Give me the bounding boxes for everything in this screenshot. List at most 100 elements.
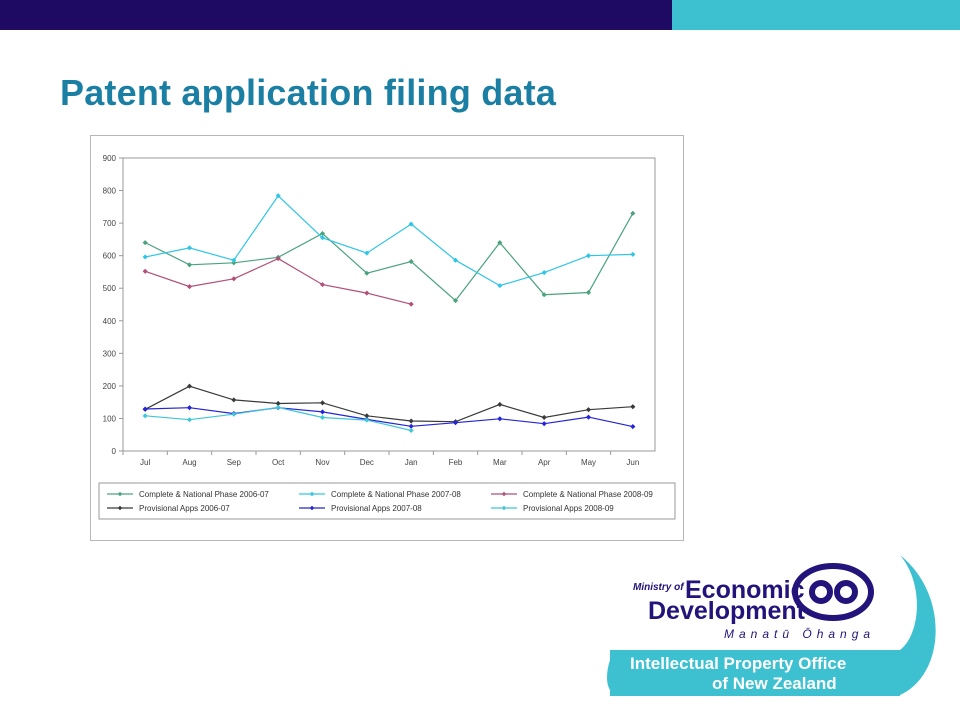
logo-ipo-line2: of New Zealand (712, 674, 837, 693)
legend-marker (309, 505, 315, 511)
logo-ipo-line1: Intellectual Property Office (630, 654, 846, 673)
legend-label: Provisional Apps 2006-07 (139, 504, 230, 513)
series-line-6 (145, 406, 412, 432)
top-bar-navy (0, 0, 672, 30)
y-tick-label: 600 (103, 252, 117, 261)
data-point (231, 276, 237, 282)
legend-label: Complete & National Phase 2006-07 (139, 490, 269, 499)
data-point (142, 268, 148, 274)
data-point (630, 404, 636, 410)
series-line-4 (144, 385, 633, 423)
logo-spiral-icon (792, 563, 874, 621)
data-point (408, 418, 414, 424)
series-line-5 (145, 407, 633, 428)
y-tick-label: 700 (103, 219, 117, 228)
data-point (364, 270, 370, 276)
logo-economic: Economic (685, 576, 805, 604)
data-point (186, 405, 193, 411)
series-line-2 (145, 194, 633, 287)
x-tick-label: Mar (493, 458, 507, 467)
ministry-logo: Ministry of Economic Development Manatū … (607, 555, 936, 696)
data-point (186, 417, 193, 423)
data-point (364, 413, 370, 419)
y-tick-label: 400 (103, 317, 117, 326)
data-point (319, 400, 326, 406)
data-point (186, 262, 193, 268)
data-point (319, 282, 326, 288)
data-point (541, 270, 547, 276)
y-tick-label: 200 (103, 382, 117, 391)
legend-marker (501, 491, 507, 497)
data-point (231, 260, 237, 266)
data-point (275, 404, 281, 410)
data-point (452, 420, 459, 426)
data-point (630, 424, 636, 430)
y-tick-label: 100 (103, 414, 117, 423)
logo-development: Development (648, 597, 806, 625)
y-tick-label: 300 (103, 349, 117, 358)
x-tick-label: Dec (360, 458, 374, 467)
chart-frame: 0 100 200 300 400 500 600 700 800 900 Jul Aug Sep Oct… (90, 135, 684, 541)
data-point (231, 411, 237, 417)
data-point (585, 407, 592, 413)
x-tick-label: Aug (182, 458, 196, 467)
data-point (585, 289, 592, 296)
x-tick-label: Feb (449, 458, 463, 467)
data-point (319, 409, 326, 415)
data-point (319, 414, 326, 421)
logo-ministry-of: Ministry of (633, 582, 685, 593)
data-point (231, 257, 237, 263)
slide-title: Patent application filing data (60, 72, 557, 113)
y-tick-label: 800 (103, 187, 117, 196)
line-chart: 0 100 200 300 400 500 600 700 800 900 Jul Aug Sep Oct… (98, 154, 676, 520)
data-point (585, 414, 592, 420)
data-point (364, 290, 370, 296)
x-tick-label: Sep (227, 458, 242, 467)
data-point (408, 301, 414, 307)
legend-label: Provisional Apps 2007-08 (331, 504, 422, 513)
legend-marker (309, 491, 315, 497)
data-point (497, 401, 503, 407)
data-point (142, 406, 148, 412)
data-point (497, 283, 503, 289)
legend-label: Complete & National Phase 2007-08 (331, 490, 461, 499)
x-tick-label: Jan (405, 458, 418, 467)
x-tick-label: May (581, 458, 596, 467)
data-point (186, 284, 193, 290)
data-point (408, 427, 414, 434)
x-tick-label: Jun (626, 458, 639, 467)
x-tick-label: Apr (538, 458, 551, 467)
data-point (275, 193, 281, 199)
data-point (585, 253, 592, 259)
y-tick-label: 500 (103, 284, 117, 293)
data-point (630, 210, 636, 216)
plot-area (122, 157, 656, 452)
logo-maori-name: Manatū Ōhanga (724, 627, 875, 641)
ipo-band (610, 650, 900, 696)
data-point (186, 383, 193, 389)
x-tick-label: Oct (272, 458, 285, 467)
x-tick-label: Nov (315, 458, 329, 467)
data-point (497, 416, 503, 422)
data-point (275, 400, 281, 407)
data-point (142, 254, 148, 260)
y-tick-label: 900 (103, 154, 117, 163)
data-point (275, 256, 281, 262)
series-line-1 (144, 213, 634, 302)
data-point (142, 413, 148, 419)
x-tick-label: Jul (140, 458, 150, 467)
data-point (630, 251, 636, 257)
data-point (541, 414, 547, 421)
series-line-3 (145, 257, 412, 305)
legend-marker (501, 505, 507, 511)
y-tick-label: 0 (112, 447, 117, 456)
data-point (142, 240, 148, 246)
data-point (408, 423, 414, 429)
data-point (541, 421, 547, 427)
top-bar-teal (672, 0, 960, 30)
data-point (186, 245, 193, 251)
legend-box (98, 482, 676, 520)
data-point (364, 417, 370, 423)
legend-label: Provisional Apps 2008-09 (523, 504, 614, 513)
legend-label: Complete & National Phase 2008-09 (523, 490, 653, 499)
